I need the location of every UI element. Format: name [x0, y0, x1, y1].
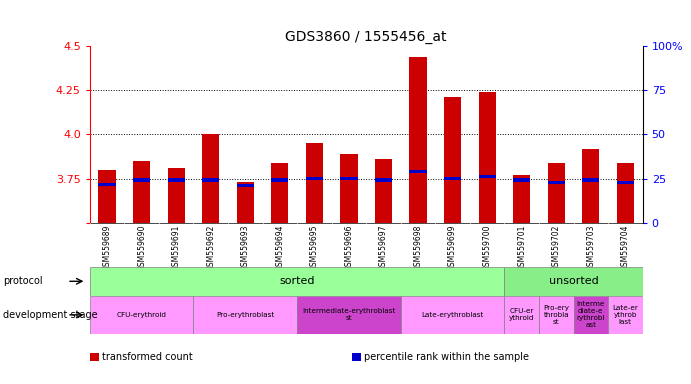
Bar: [616, 163, 634, 223]
Bar: [305, 177, 323, 180]
Bar: [167, 168, 184, 223]
Text: GSM559702: GSM559702: [551, 225, 561, 271]
Text: development stage: development stage: [3, 310, 98, 320]
Bar: [133, 179, 150, 182]
Bar: [305, 143, 323, 223]
Text: GSM559703: GSM559703: [586, 225, 596, 271]
Text: GSM559695: GSM559695: [310, 225, 319, 271]
Bar: [539, 296, 574, 334]
Bar: [608, 296, 643, 334]
Bar: [271, 179, 288, 182]
Title: GDS3860 / 1555456_at: GDS3860 / 1555456_at: [285, 30, 447, 44]
Bar: [401, 296, 504, 334]
Text: transformed count: transformed count: [102, 352, 192, 362]
Bar: [513, 179, 530, 182]
Text: Intermediate-erythroblast
st: Intermediate-erythroblast st: [302, 308, 396, 321]
Bar: [340, 177, 358, 180]
Text: GSM559694: GSM559694: [275, 225, 285, 271]
Bar: [90, 267, 504, 296]
Bar: [478, 92, 495, 223]
Bar: [297, 296, 401, 334]
Bar: [375, 159, 392, 223]
Bar: [547, 180, 565, 184]
Bar: [478, 175, 495, 178]
Bar: [167, 179, 184, 182]
Bar: [574, 296, 608, 334]
Bar: [193, 296, 297, 334]
Text: GSM559696: GSM559696: [344, 225, 354, 271]
Text: CFU-er
ythroid: CFU-er ythroid: [509, 308, 534, 321]
Text: Late-er
ythrob
last: Late-er ythrob last: [612, 305, 638, 325]
Bar: [90, 296, 193, 334]
Text: GSM559704: GSM559704: [621, 225, 630, 271]
Text: Interme
diate-e
rythrobl
ast: Interme diate-e rythrobl ast: [576, 301, 605, 328]
Bar: [582, 149, 599, 223]
Bar: [340, 154, 358, 223]
Bar: [582, 179, 599, 182]
Bar: [444, 177, 461, 180]
Text: GSM559689: GSM559689: [102, 225, 112, 271]
Bar: [409, 57, 426, 223]
Text: GSM559691: GSM559691: [171, 225, 181, 271]
Text: Pro-ery
throbla
st: Pro-ery throbla st: [543, 305, 569, 325]
Bar: [202, 179, 219, 182]
Bar: [271, 163, 288, 223]
Bar: [513, 175, 530, 223]
Bar: [547, 163, 565, 223]
Text: GSM559701: GSM559701: [517, 225, 527, 271]
Bar: [98, 170, 115, 223]
Text: protocol: protocol: [3, 276, 43, 286]
Text: GSM559690: GSM559690: [137, 225, 146, 271]
Text: unsorted: unsorted: [549, 276, 598, 286]
Bar: [236, 182, 254, 223]
Text: GSM559697: GSM559697: [379, 225, 388, 271]
Text: GSM559700: GSM559700: [482, 225, 492, 271]
Bar: [375, 179, 392, 182]
Bar: [98, 183, 115, 186]
Text: Pro-erythroblast: Pro-erythroblast: [216, 312, 274, 318]
Text: percentile rank within the sample: percentile rank within the sample: [364, 352, 529, 362]
Text: CFU-erythroid: CFU-erythroid: [117, 312, 167, 318]
Bar: [504, 296, 539, 334]
Text: sorted: sorted: [279, 276, 315, 286]
Bar: [409, 170, 426, 173]
Bar: [616, 180, 634, 184]
Bar: [236, 184, 254, 187]
Bar: [504, 267, 643, 296]
Text: GSM559698: GSM559698: [413, 225, 423, 271]
Text: GSM559693: GSM559693: [240, 225, 250, 271]
Bar: [444, 97, 461, 223]
Text: GSM559692: GSM559692: [206, 225, 216, 271]
Text: GSM559699: GSM559699: [448, 225, 457, 271]
Bar: [202, 134, 219, 223]
Text: Late-erythroblast: Late-erythroblast: [422, 312, 484, 318]
Bar: [133, 161, 150, 223]
